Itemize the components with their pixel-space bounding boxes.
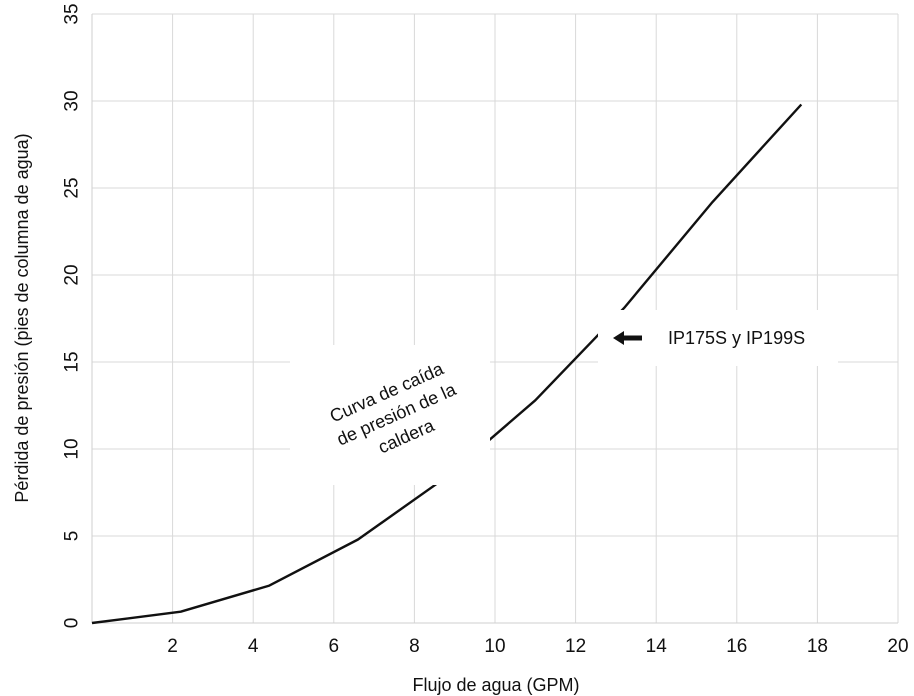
- y-tick-label: 25: [62, 177, 83, 198]
- x-tick-label: 8: [409, 636, 420, 657]
- y-tick-label: 35: [62, 3, 83, 24]
- x-tick-label: 16: [726, 636, 747, 657]
- x-tick-label: 18: [807, 636, 828, 657]
- left-arrow-icon: [613, 331, 642, 345]
- y-tick-label: 20: [62, 264, 83, 285]
- y-tick-label: 0: [62, 618, 83, 629]
- x-tick-label: 2: [167, 636, 178, 657]
- y-axis-label: Pérdida de presión (pies de columna de a…: [12, 133, 32, 502]
- curve-label-background: [290, 345, 490, 485]
- y-tick-label: 5: [62, 531, 83, 542]
- model-annotation: IP175S y IP199S: [613, 328, 805, 348]
- x-tick-label: 12: [565, 636, 586, 657]
- x-tick-label: 10: [484, 636, 505, 657]
- y-tick-label: 10: [62, 438, 83, 459]
- y-tick-label: 15: [62, 351, 83, 372]
- x-tick-labels: 2 4 6 8 10 12 14 16 18 20: [167, 636, 908, 657]
- x-tick-label: 20: [887, 636, 908, 657]
- y-tick-labels: 0 5 10 15 20 25 30 35: [62, 3, 83, 628]
- y-tick-label: 30: [62, 90, 83, 111]
- x-tick-label: 14: [646, 636, 668, 657]
- x-axis-label: Flujo de agua (GPM): [412, 675, 579, 695]
- x-tick-label: 6: [329, 636, 340, 657]
- model-annotation-label: IP175S y IP199S: [668, 328, 805, 348]
- x-tick-label: 4: [248, 636, 259, 657]
